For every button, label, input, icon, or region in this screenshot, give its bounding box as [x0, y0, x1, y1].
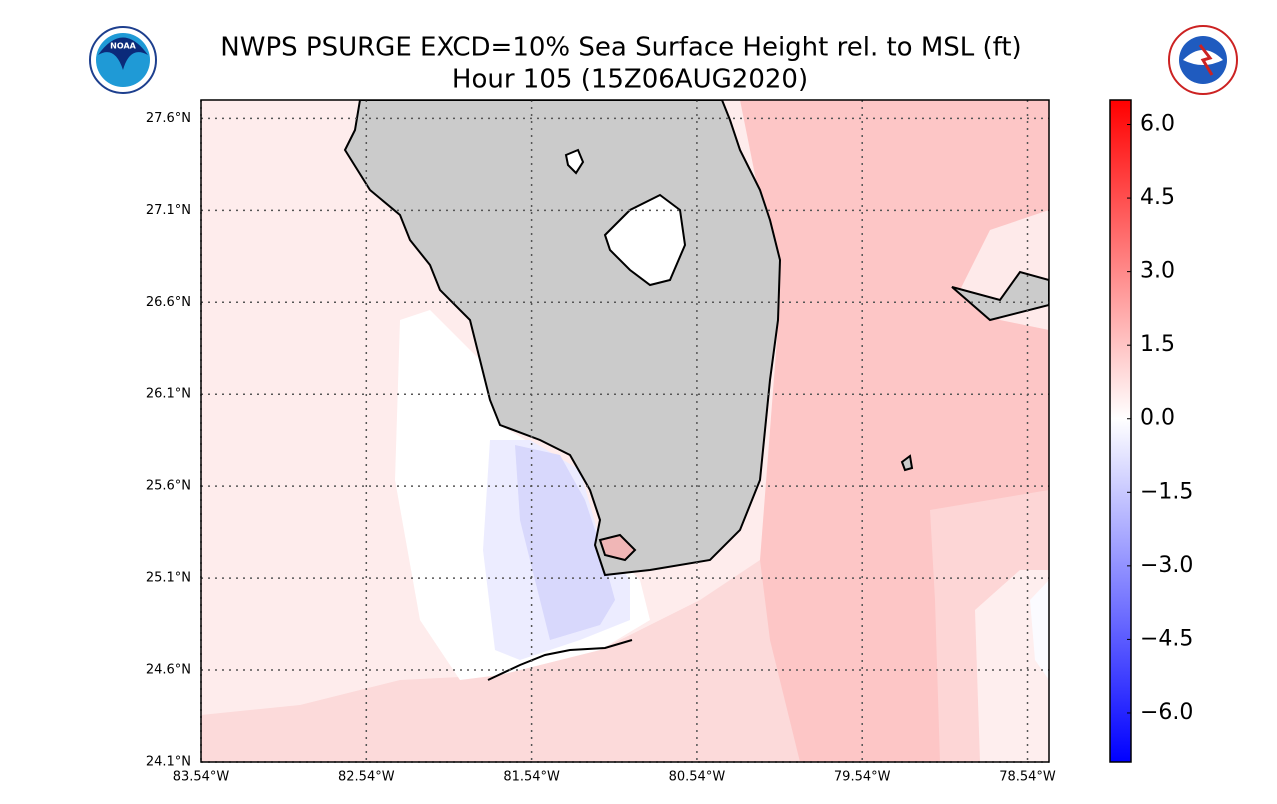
y-tick-label: 25.6°N	[146, 479, 191, 494]
colorbar	[1109, 99, 1132, 763]
x-tick-label: 80.54°W	[669, 770, 726, 785]
noaa-logo: NOAA	[89, 26, 157, 94]
y-tick-label: 26.6°N	[146, 295, 191, 310]
y-tick-label: 27.1°N	[146, 203, 191, 218]
plot-frame	[200, 99, 1050, 763]
y-tick-label: 26.1°N	[146, 387, 191, 402]
y-tick-label: 27.6°N	[146, 111, 191, 126]
x-tick-label: 83.54°W	[173, 770, 230, 785]
colorbar-tick-label: −4.5	[1140, 626, 1193, 651]
map-title: NWPS PSURGE EXCD=10% Sea Surface Height …	[220, 33, 1021, 63]
colorbar-tick-label: 4.5	[1140, 185, 1175, 210]
map-subtitle: Hour 105 (15Z06AUG2020)	[452, 65, 808, 95]
colorbar-tick-label: 6.0	[1140, 112, 1175, 137]
y-tick-label: 24.1°N	[146, 755, 191, 770]
y-tick-label: 25.1°N	[146, 571, 191, 586]
y-tick-label: 24.6°N	[146, 663, 191, 678]
nws-logo	[1168, 25, 1238, 95]
land	[343, 100, 1049, 681]
colorbar-tick-label: −3.0	[1140, 553, 1193, 578]
colorbar-tick-label: 1.5	[1140, 332, 1175, 357]
map-field	[201, 100, 1049, 762]
colorbar-tick-label: 3.0	[1140, 259, 1175, 284]
x-tick-label: 81.54°W	[503, 770, 560, 785]
colorbar-tick-label: −1.5	[1140, 479, 1193, 504]
svg-text:NOAA: NOAA	[110, 42, 136, 51]
colorbar-tick-label: −6.0	[1140, 700, 1193, 725]
x-tick-label: 82.54°W	[338, 770, 395, 785]
x-tick-label: 79.54°W	[834, 770, 891, 785]
colorbar-tick-label: 0.0	[1140, 406, 1175, 431]
x-tick-label: 78.54°W	[999, 770, 1056, 785]
